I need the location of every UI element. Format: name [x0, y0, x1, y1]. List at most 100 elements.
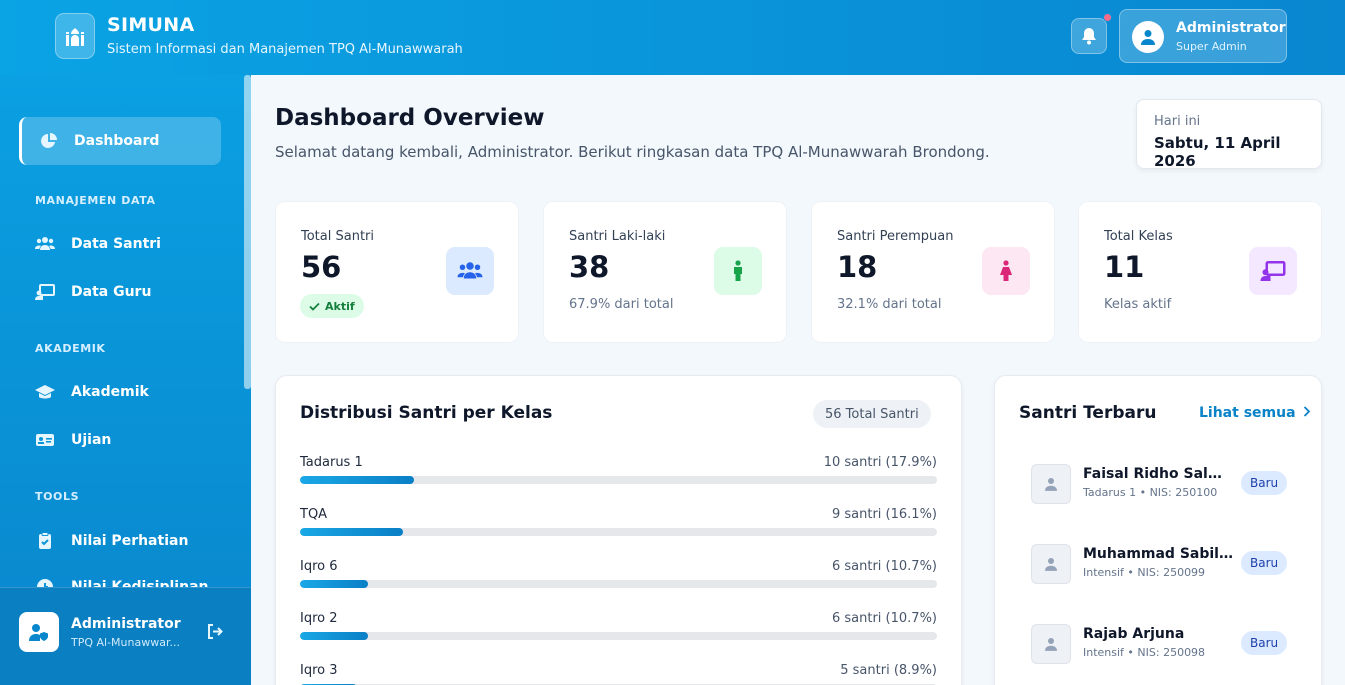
- class-name: TQA: [300, 507, 328, 522]
- sidebar-item-akademik[interactable]: Akademik: [35, 384, 149, 400]
- date-label: Hari ini: [1154, 114, 1201, 129]
- progress-track: [300, 580, 937, 588]
- logout-button[interactable]: [207, 624, 224, 643]
- stat-value: 11: [1104, 250, 1145, 284]
- stat-label: Santri Laki-laki: [569, 229, 666, 244]
- users-icon: [35, 237, 55, 250]
- user-icon: [1031, 544, 1071, 584]
- page-title: Dashboard Overview: [275, 105, 545, 131]
- status-badge: Aktif: [300, 294, 364, 318]
- check-icon: [309, 302, 320, 311]
- sidebar-item-label: Data Guru: [71, 284, 152, 300]
- recent-santri-panel: Santri Terbaru Lihat semua Faisal Ridho …: [994, 375, 1322, 685]
- sidebar-section-title: AKADEMIK: [35, 342, 106, 355]
- progress-track: [300, 528, 937, 536]
- progress-fill: [300, 476, 415, 484]
- sidebar-item-dashboard[interactable]: [19, 117, 221, 165]
- stat-card-santri-perempuan[interactable]: Santri Perempuan 18 32.1% dari total: [811, 201, 1055, 343]
- chevron-right-icon: [1304, 406, 1311, 417]
- progress-fill: [300, 580, 369, 588]
- total-badge: 56 Total Santri: [813, 400, 931, 428]
- sidebar-item-ujian[interactable]: Ujian: [35, 432, 111, 448]
- progress-fill: [300, 528, 403, 536]
- new-badge: Baru: [1241, 631, 1288, 655]
- distribution-row: Iqro 3 5 santri (8.9%): [300, 663, 937, 685]
- distribution-row: TQA 9 santri (16.1%): [300, 507, 937, 549]
- clipboard-check-icon: [39, 532, 51, 549]
- user-shield-icon: [19, 612, 59, 652]
- date-value: Sabtu, 11 April 2026: [1154, 134, 1281, 170]
- sidebar-item-nilai-perhatian[interactable]: Nilai Perhatian: [35, 532, 188, 550]
- users-icon: [446, 247, 494, 295]
- santri-name: Muhammad Sabil ...: [1083, 546, 1233, 562]
- class-name: Iqro 6: [300, 559, 338, 574]
- distribution-row: Iqro 2 6 santri (10.7%): [300, 611, 937, 653]
- status-badge-label: Aktif: [325, 299, 355, 313]
- page-subtitle: Selamat datang kembali, Administrator. B…: [275, 143, 990, 161]
- stat-value: 38: [569, 250, 610, 284]
- list-item[interactable]: Muhammad Sabil ... Intensif • NIS: 25009…: [1031, 542, 1301, 586]
- class-name: Iqro 3: [300, 663, 338, 678]
- panel-title: Distribusi Santri per Kelas: [300, 403, 553, 423]
- footer-user-org: TPQ Al-Munawwar...: [71, 636, 180, 649]
- date-card: Hari ini Sabtu, 11 April 2026: [1136, 99, 1322, 170]
- distribution-row: Iqro 6 6 santri (10.7%): [300, 559, 937, 601]
- sidebar-item-label: Akademik: [71, 384, 149, 400]
- sidebar-item-data-guru[interactable]: Data Guru: [35, 284, 151, 300]
- santri-name: Faisal Ridho Salman: [1083, 466, 1233, 482]
- distribution-panel: Distribusi Santri per Kelas 56 Total San…: [275, 375, 962, 685]
- stat-card-total-kelas[interactable]: Total Kelas 11 Kelas aktif: [1078, 201, 1322, 343]
- user-role: Super Admin: [1176, 40, 1247, 53]
- sidebar-scrollbar[interactable]: [244, 75, 251, 389]
- user-icon: [1031, 624, 1071, 664]
- sidebar-footer: Administrator TPQ Al-Munawwar...: [0, 587, 251, 685]
- app-name: SIMUNA: [107, 14, 195, 36]
- list-item[interactable]: Rajab Arjuna Intensif • NIS: 250098 Baru: [1031, 622, 1301, 666]
- male-icon: [714, 247, 762, 295]
- class-count: 6 santri (10.7%): [831, 559, 937, 574]
- distribution-row: Tadarus 1 10 santri (17.9%): [300, 455, 937, 497]
- stat-card-santri-laki[interactable]: Santri Laki-laki 38 67.9% dari total: [543, 201, 787, 343]
- class-name: Iqro 2: [300, 611, 338, 626]
- santri-meta: Intensif • NIS: 250098: [1083, 646, 1206, 659]
- chalkboard-teacher-icon: [1249, 247, 1297, 295]
- progress-track: [300, 632, 937, 640]
- class-count: 5 santri (8.9%): [840, 663, 937, 678]
- sidebar-section-title: TOOLS: [35, 490, 80, 503]
- stat-label: Total Santri: [301, 229, 375, 244]
- notification-dot: [1103, 13, 1112, 22]
- mosque-icon[interactable]: [55, 13, 95, 59]
- santri-meta: Tadarus 1 • NIS: 250100: [1083, 486, 1218, 499]
- class-name: Tadarus 1: [300, 455, 363, 470]
- female-icon: [982, 247, 1030, 295]
- stat-card-total-santri[interactable]: Total Santri 56 Aktif: [275, 201, 519, 343]
- user-menu-button[interactable]: Administrator Super Admin: [1119, 9, 1287, 63]
- stat-note: Kelas aktif: [1104, 297, 1172, 312]
- user-name: Administrator: [1176, 20, 1286, 36]
- stat-label: Santri Perempuan: [837, 229, 954, 244]
- sidebar-item-dashboard-content[interactable]: Dashboard: [40, 132, 159, 150]
- sidebar-item-label: Nilai Perhatian: [71, 533, 189, 549]
- stat-note: 67.9% dari total: [569, 297, 674, 312]
- class-count: 9 santri (16.1%): [831, 507, 937, 522]
- sidebar-item-data-santri[interactable]: Data Santri: [35, 236, 161, 252]
- class-count: 6 santri (10.7%): [831, 611, 937, 626]
- new-badge: Baru: [1241, 551, 1288, 575]
- stat-value: 56: [301, 250, 342, 284]
- progress-fill: [300, 632, 369, 640]
- list-item[interactable]: Faisal Ridho Salman Tadarus 1 • NIS: 250…: [1031, 462, 1301, 506]
- user-icon: [1141, 30, 1155, 45]
- footer-user-name: Administrator: [71, 616, 181, 632]
- sidebar: Dashboard MANAJEMEN DATA Data Santri Dat…: [0, 75, 251, 685]
- top-header: SIMUNA Sistem Informasi dan Manajemen TP…: [0, 0, 1345, 75]
- graduation-cap-icon: [35, 385, 55, 399]
- notification-button[interactable]: [1071, 18, 1107, 54]
- id-card-icon: [36, 434, 54, 446]
- sidebar-section-title: MANAJEMEN DATA: [35, 194, 156, 207]
- class-count: 10 santri (17.9%): [823, 455, 937, 470]
- stat-label: Total Kelas: [1104, 229, 1173, 244]
- panel-title: Santri Terbaru: [1019, 403, 1157, 423]
- logout-icon: [208, 624, 223, 639]
- view-all-link[interactable]: Lihat semua: [1199, 405, 1311, 421]
- user-icon: [1031, 464, 1071, 504]
